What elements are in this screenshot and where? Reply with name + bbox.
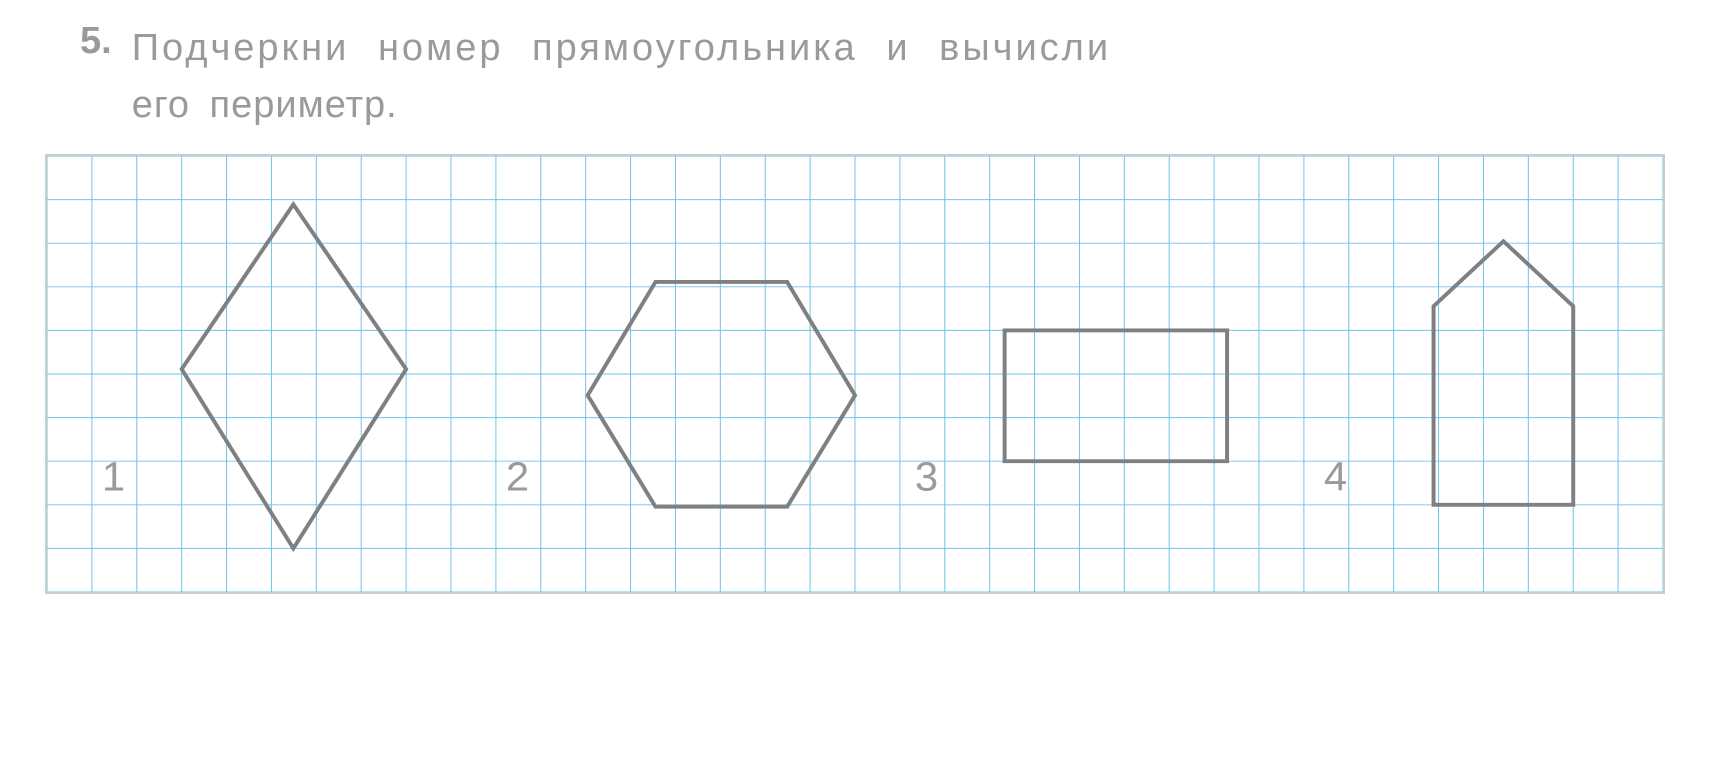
task-header: 5. Подчеркни номер прямоугольника и вычи… (80, 20, 1629, 134)
shape-hexagon (587, 282, 854, 507)
task-text: Подчеркни номер прямоугольника и вычисли… (132, 20, 1629, 134)
task-number: 5. (80, 20, 112, 63)
shape-label-1: 1 (101, 454, 124, 499)
grid-container: 1 2 3 4 (45, 154, 1665, 594)
shape-label-2: 2 (505, 454, 528, 499)
shape-rhombus (181, 204, 405, 548)
shape-label-3: 3 (914, 454, 937, 499)
task-text-line2: его периметр. (132, 77, 1629, 134)
shape-pentagon (1433, 241, 1573, 505)
shape-rectangle (1004, 330, 1226, 461)
exercise-grid: 1 2 3 4 (47, 156, 1663, 592)
task-text-line1: Подчеркни номер прямоугольника и вычисли (132, 27, 1111, 69)
shape-label-4: 4 (1323, 454, 1346, 499)
